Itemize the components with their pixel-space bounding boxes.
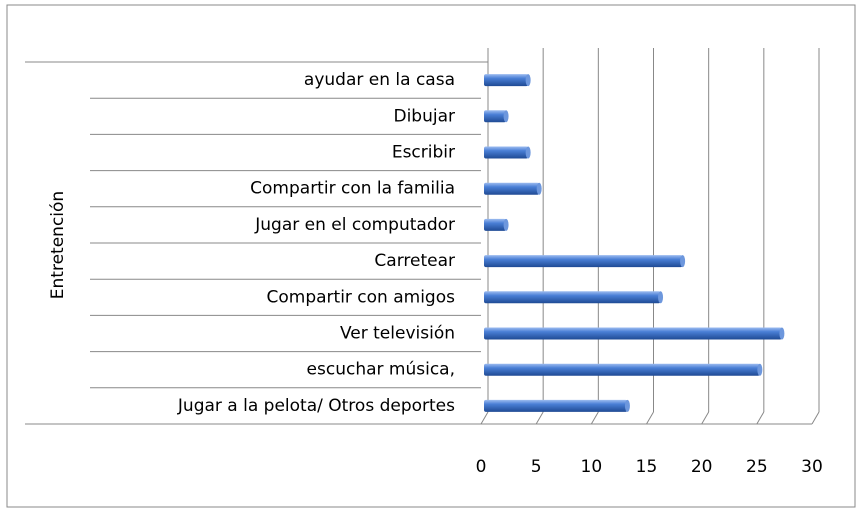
category-label: Escribir: [392, 143, 455, 163]
category-label: Jugar a la pelota/ Otros deportes: [177, 396, 455, 416]
category-label: Jugar en el computador: [254, 215, 455, 235]
category-label: Carretear: [374, 251, 455, 271]
bar-cap: [536, 182, 542, 195]
tick-mark: [535, 411, 544, 425]
x-tick-label: 10: [581, 457, 603, 477]
axis-title: Entretención: [48, 191, 68, 299]
category-label: escuchar música,: [307, 360, 455, 380]
tick-mark: [756, 411, 765, 425]
bar: [484, 363, 760, 376]
bar: [484, 255, 683, 268]
bar-cap: [525, 74, 531, 87]
bar: [484, 74, 529, 87]
bar: [484, 291, 661, 304]
bar-cap: [658, 291, 664, 304]
tick-mark: [811, 411, 820, 425]
tick-mark: [590, 411, 599, 425]
bar-cap: [525, 146, 531, 159]
tick-mark: [701, 411, 710, 425]
x-tick-label: 20: [691, 457, 713, 477]
bar: [484, 218, 507, 231]
x-tick-label: 30: [801, 457, 823, 477]
chart-border: [6, 4, 856, 508]
bar-cap: [503, 110, 509, 123]
category-label: Compartir con amigos: [267, 287, 456, 307]
bar: [484, 327, 782, 340]
tick-mark: [646, 411, 654, 425]
x-tick-label: 15: [636, 457, 658, 477]
bar-cap: [779, 327, 785, 340]
category-label: ayudar en la casa: [304, 70, 455, 90]
category-label: Compartir con la familia: [250, 179, 455, 199]
bar: [484, 399, 628, 412]
category-label: Dibujar: [393, 106, 455, 126]
x-tick-label: 0: [476, 457, 487, 477]
bar: [484, 146, 529, 159]
x-tick-label: 5: [531, 457, 542, 477]
x-tick-label: 25: [746, 457, 768, 477]
tick-mark: [480, 411, 489, 425]
bar: [484, 182, 540, 195]
bar: [484, 110, 507, 123]
bar-cap: [503, 218, 509, 231]
bar-cap: [624, 399, 630, 412]
bar-cap: [757, 363, 763, 376]
bar-cap: [680, 255, 686, 268]
category-label: Ver televisión: [340, 324, 455, 344]
